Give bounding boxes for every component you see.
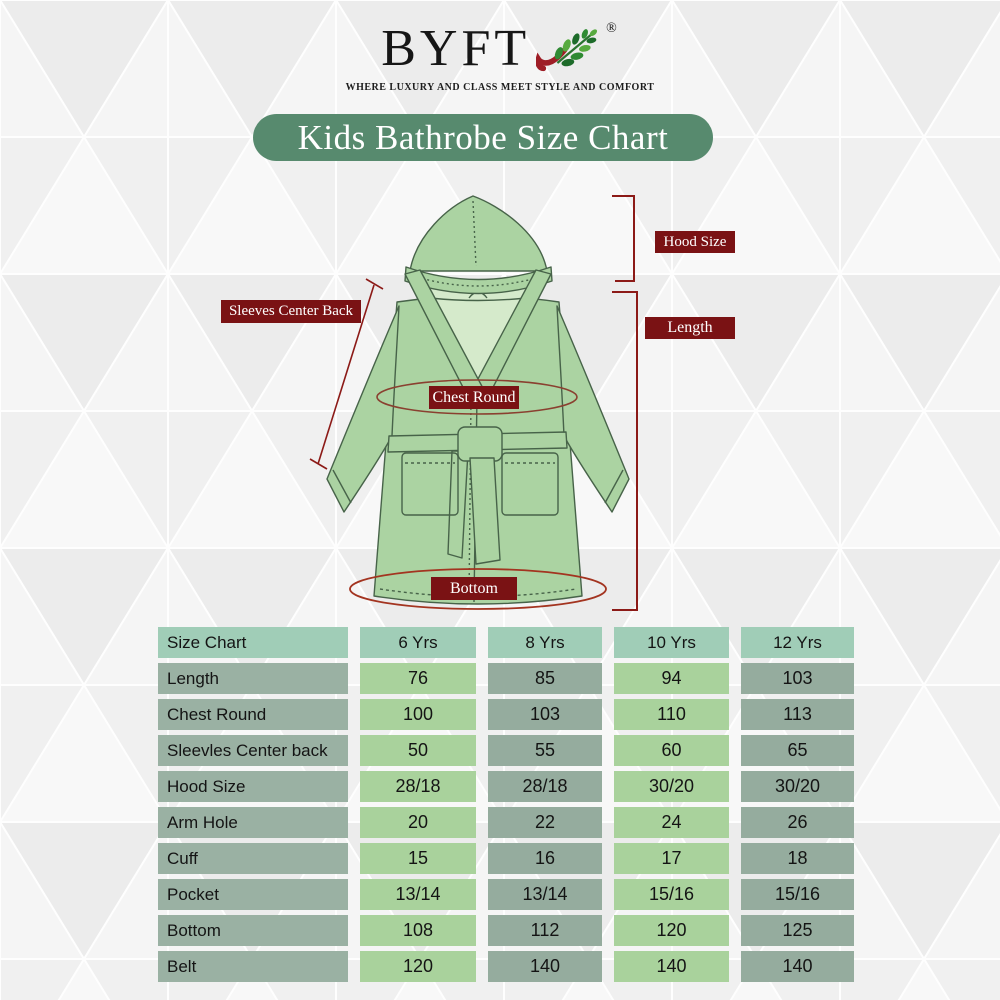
hood-size-bracket <box>612 195 635 282</box>
size-table: Size Chart 6 Yrs 8 Yrs 10 Yrs 12 Yrs Len… <box>158 627 854 982</box>
table-cell: 55 <box>488 735 602 766</box>
chest-round-label: Chest Round <box>429 386 519 409</box>
brand-tagline: WHERE LUXURY AND CLASS MEET STYLE AND CO… <box>345 82 655 93</box>
bathrobe-illustration <box>309 195 638 611</box>
table-cell: 15/16 <box>614 879 729 910</box>
length-label: Length <box>645 317 735 339</box>
table-header-cell: 8 Yrs <box>488 627 602 658</box>
chest-measure-ellipse <box>376 379 578 415</box>
table-cell: 60 <box>614 735 729 766</box>
table-cell: 125 <box>741 915 854 946</box>
table-cell: 26 <box>741 807 854 838</box>
table-cell: 13/14 <box>360 879 476 910</box>
table-cell: 13/14 <box>488 879 602 910</box>
table-cell: 50 <box>360 735 476 766</box>
length-bracket <box>612 291 638 611</box>
sleeves-measure-line <box>317 284 375 465</box>
table-cell: 18 <box>741 843 854 874</box>
robe-left-pocket <box>401 452 459 516</box>
robe-right-pocket <box>501 452 559 516</box>
table-cell: 30/20 <box>741 771 854 802</box>
table-header-cell: 10 Yrs <box>614 627 729 658</box>
robe-hood-band <box>404 266 553 295</box>
table-cell: 120 <box>360 951 476 982</box>
table-row-label: Arm Hole <box>158 807 348 838</box>
table-row-label: Cuff <box>158 843 348 874</box>
sleeves-center-back-label: Sleeves Center Back <box>221 300 361 323</box>
table-cell: 30/20 <box>614 771 729 802</box>
table-cell: 15 <box>360 843 476 874</box>
table-cell: 20 <box>360 807 476 838</box>
table-cell: 24 <box>614 807 729 838</box>
table-cell: 16 <box>488 843 602 874</box>
table-row-label: Length <box>158 663 348 694</box>
table-row-label: Chest Round <box>158 699 348 730</box>
table-cell: 65 <box>741 735 854 766</box>
table-cell: 85 <box>488 663 602 694</box>
hood-size-label: Hood Size <box>655 231 735 253</box>
title-banner: Kids Bathrobe Size Chart <box>253 114 713 161</box>
table-row-label: Pocket <box>158 879 348 910</box>
table-cell: 94 <box>614 663 729 694</box>
robe-left-sleeve <box>326 305 400 513</box>
table-header-cell: 6 Yrs <box>360 627 476 658</box>
table-row-label: Sleevles Center back <box>158 735 348 766</box>
registered-trademark: ® <box>606 21 617 36</box>
table-row-label: Belt <box>158 951 348 982</box>
table-header-cell: 12 Yrs <box>741 627 854 658</box>
table-cell: 110 <box>614 699 729 730</box>
table-cell: 113 <box>741 699 854 730</box>
table-cell: 17 <box>614 843 729 874</box>
table-cell: 108 <box>360 915 476 946</box>
table-cell: 15/16 <box>741 879 854 910</box>
table-cell: 100 <box>360 699 476 730</box>
table-cell: 76 <box>360 663 476 694</box>
brand-leaf-icon <box>536 29 598 72</box>
table-header-cell: Size Chart <box>158 627 348 658</box>
table-cell: 103 <box>741 663 854 694</box>
table-cell: 28/18 <box>488 771 602 802</box>
table-cell: 140 <box>614 951 729 982</box>
brand-logo: BYFT ® <box>0 18 1000 80</box>
table-cell: 22 <box>488 807 602 838</box>
table-row-label: Bottom <box>158 915 348 946</box>
robe-right-sleeve <box>556 305 630 513</box>
table-cell: 103 <box>488 699 602 730</box>
table-row-label: Hood Size <box>158 771 348 802</box>
bottom-measure-ellipse <box>349 568 607 610</box>
table-cell: 140 <box>488 951 602 982</box>
table-cell: 140 <box>741 951 854 982</box>
table-cell: 28/18 <box>360 771 476 802</box>
table-cell: 120 <box>614 915 729 946</box>
brand-name: BYFT <box>381 20 531 77</box>
robe-hood <box>409 195 548 272</box>
table-cell: 112 <box>488 915 602 946</box>
bottom-label: Bottom <box>431 577 517 600</box>
page-title: Kids Bathrobe Size Chart <box>297 117 669 157</box>
